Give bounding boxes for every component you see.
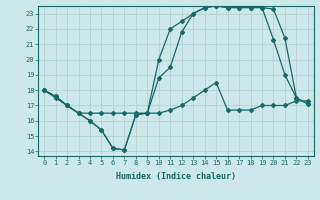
X-axis label: Humidex (Indice chaleur): Humidex (Indice chaleur) <box>116 172 236 181</box>
